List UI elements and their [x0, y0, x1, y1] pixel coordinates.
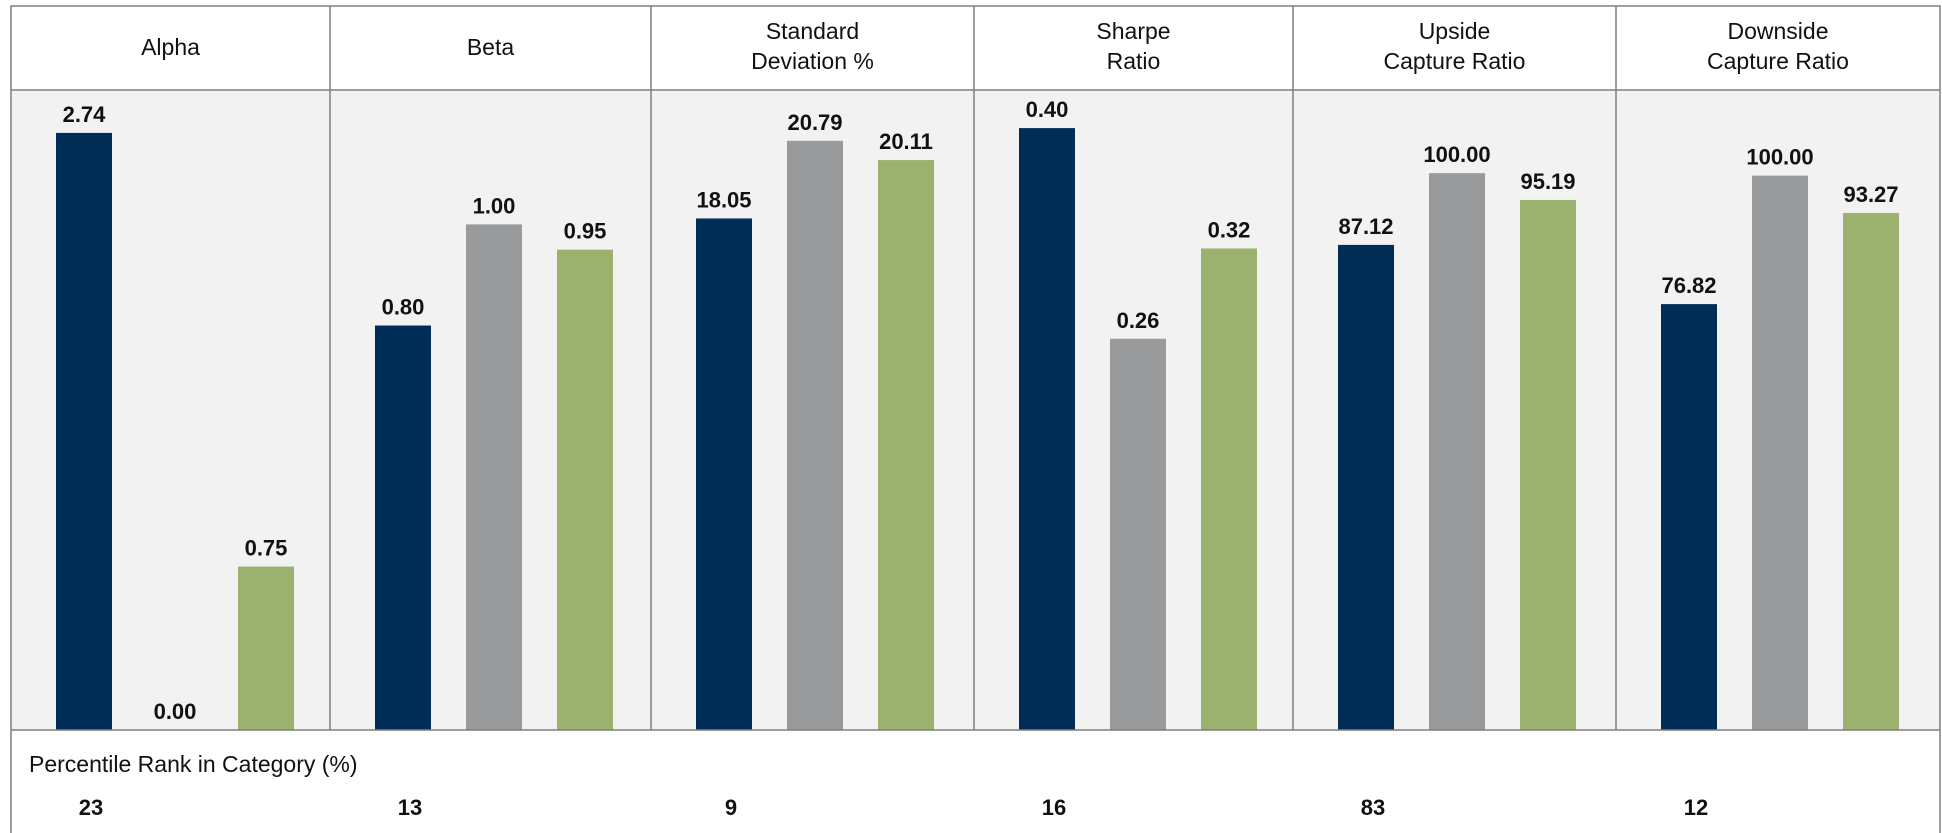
bar-value-label: 0.75: [245, 536, 288, 561]
percentile-rank-value: 23: [79, 795, 103, 820]
bar-value-label: 0.32: [1208, 217, 1251, 242]
bar-value-label: 2.74: [63, 102, 107, 127]
panel-header: Upside: [1419, 18, 1491, 44]
percentile-rank-title: Percentile Rank in Category (%): [29, 751, 358, 777]
panel-header: Downside: [1728, 18, 1829, 44]
percentile-rank-value: 13: [398, 795, 422, 820]
bar-fund: [56, 132, 112, 731]
bar-value-label: 1.00: [473, 193, 516, 218]
bar-value-label: 93.27: [1843, 182, 1898, 207]
bar-fund: [696, 218, 752, 730]
bar-fund: [1661, 304, 1717, 730]
panel-header: Beta: [467, 34, 515, 60]
bar-benchmark: [466, 224, 522, 730]
panel-header: Capture Ratio: [1707, 48, 1849, 74]
bar-value-label: 20.79: [787, 110, 842, 135]
bar-value-label: 0.00: [154, 699, 197, 724]
panel-header: Ratio: [1107, 48, 1161, 74]
percentile-rank-value: 83: [1361, 795, 1385, 820]
bar-category: [238, 566, 294, 730]
bar-value-label: 87.12: [1338, 214, 1393, 239]
bar-benchmark: [1752, 175, 1808, 731]
bar-benchmark: [1429, 173, 1485, 730]
bar-fund: [1338, 244, 1394, 730]
percentile-rank-value: 16: [1042, 795, 1066, 820]
bar-value-label: 0.40: [1026, 97, 1069, 122]
panel-header: Deviation %: [751, 48, 874, 74]
panel-header: Capture Ratio: [1384, 48, 1526, 74]
panel-header: Sharpe: [1096, 18, 1170, 44]
bar-value-label: 18.05: [696, 187, 751, 212]
chart-border: [10, 5, 1941, 833]
bar-category: [1520, 199, 1576, 730]
panel-header: Alpha: [141, 34, 200, 60]
bar-fund: [375, 325, 431, 730]
bar-category: [1201, 248, 1257, 730]
bar-value-label: 0.80: [382, 295, 425, 320]
bar-benchmark: [787, 140, 843, 730]
bar-category: [1843, 212, 1899, 731]
bar-value-label: 95.19: [1520, 169, 1575, 194]
percentile-rank-value: 9: [725, 795, 737, 820]
bar-category: [557, 249, 613, 730]
bar-value-label: 100.00: [1746, 145, 1813, 170]
panel-header: Standard: [766, 18, 859, 44]
bar-category: [878, 160, 934, 731]
bar-value-label: 20.11: [879, 129, 933, 154]
bar-fund: [1019, 128, 1075, 731]
bar-benchmark: [1110, 338, 1166, 730]
bar-value-label: 0.95: [564, 219, 607, 244]
bar-value-label: 0.26: [1117, 308, 1160, 333]
bar-value-label: 100.00: [1423, 142, 1490, 167]
percentile-rank-value: 12: [1684, 795, 1708, 820]
bar-value-label: 76.82: [1661, 273, 1716, 298]
